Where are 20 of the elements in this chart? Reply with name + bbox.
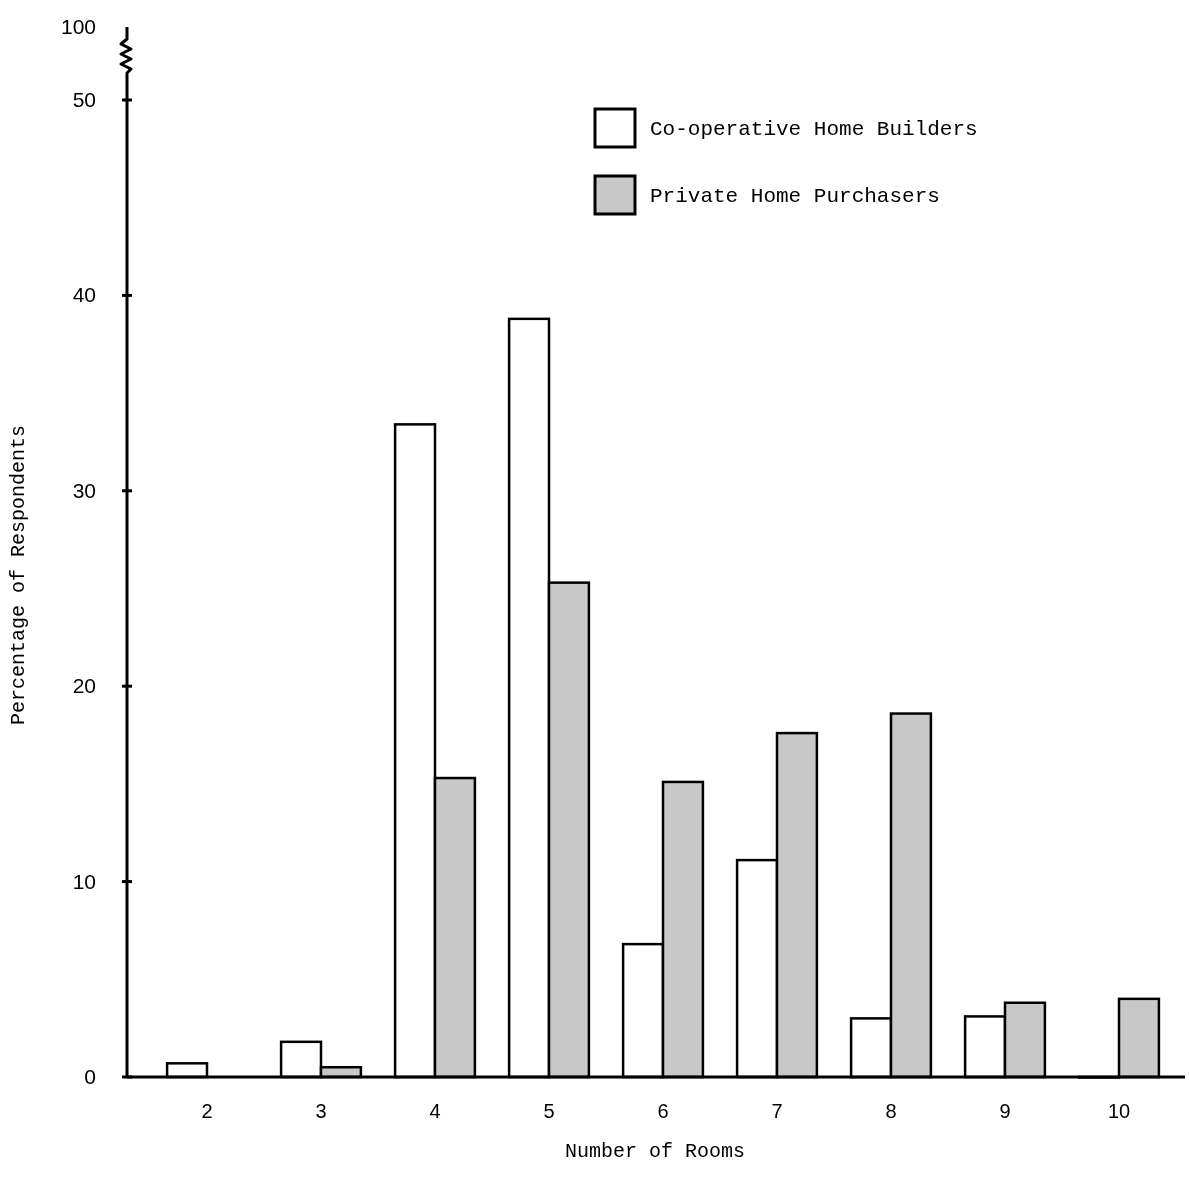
- x-tick-label: 5: [543, 1100, 555, 1122]
- x-tick-label: 9: [999, 1100, 1011, 1122]
- legend-label: Co-operative Home Builders: [650, 118, 978, 141]
- text: 100: [60, 15, 96, 38]
- x-tick-label: 7: [771, 1100, 783, 1122]
- y-tick-label: 30: [72, 478, 96, 502]
- y-tick-label: 40: [72, 283, 96, 307]
- legend-label: Private Home Purchasers: [650, 185, 940, 208]
- y-tick-label: 20: [72, 674, 96, 698]
- x-tick-label: 8: [885, 1100, 897, 1122]
- x-tick-label: 4: [429, 1100, 441, 1122]
- x-tick-label: 6: [657, 1100, 669, 1122]
- y-tick-label: 50: [72, 88, 96, 111]
- x-tick-label: 10: [1107, 1100, 1131, 1122]
- x-tick-label: 3: [315, 1100, 327, 1122]
- y-tick-label: 10: [72, 869, 96, 893]
- y-axis-title: Percentage of Respondents: [7, 424, 30, 726]
- y-tick-label: 0: [84, 1065, 96, 1088]
- x-axis-title: Number of Rooms: [564, 1140, 746, 1163]
- x-tick-label: 2: [201, 1100, 213, 1122]
